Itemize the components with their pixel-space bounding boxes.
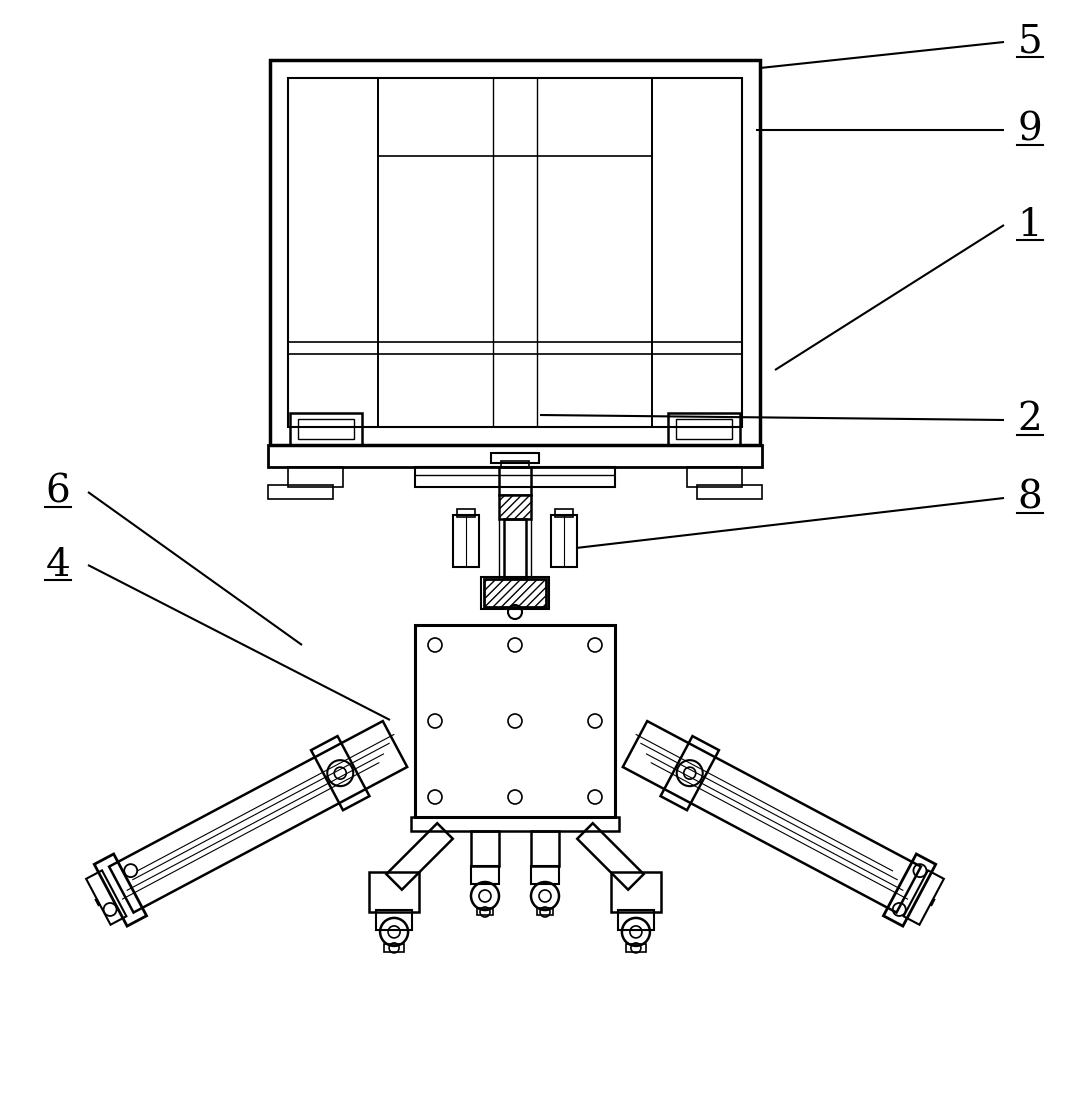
Bar <box>378 78 652 156</box>
Bar <box>531 831 558 866</box>
Text: 6: 6 <box>45 474 71 510</box>
Bar <box>611 872 661 912</box>
Text: 1: 1 <box>1018 206 1042 244</box>
Bar <box>652 78 742 427</box>
Bar <box>384 944 404 952</box>
Bar <box>288 78 742 427</box>
Bar <box>288 78 378 427</box>
Bar <box>626 944 645 952</box>
Bar <box>499 467 531 495</box>
Bar <box>555 509 574 517</box>
Bar <box>288 467 343 487</box>
Text: 9: 9 <box>1018 112 1043 149</box>
Bar <box>477 907 493 915</box>
Text: 8: 8 <box>1018 479 1043 517</box>
Bar <box>500 461 529 467</box>
Bar <box>458 509 475 517</box>
Bar <box>481 577 549 609</box>
Bar <box>415 625 615 817</box>
Bar <box>268 445 761 467</box>
Text: 2: 2 <box>1018 402 1043 438</box>
Bar <box>378 78 652 427</box>
Bar <box>668 413 740 445</box>
Bar <box>268 485 333 499</box>
Bar <box>270 60 760 445</box>
Bar <box>537 907 553 915</box>
Bar <box>411 817 619 831</box>
Bar <box>471 866 499 884</box>
Bar <box>453 514 479 567</box>
Text: 4: 4 <box>45 546 71 584</box>
Text: 5: 5 <box>1018 23 1043 61</box>
Bar <box>415 467 615 487</box>
Bar <box>484 578 546 607</box>
Bar <box>697 485 761 499</box>
Bar <box>471 831 499 866</box>
Bar <box>290 413 362 445</box>
Bar <box>504 519 526 578</box>
Bar <box>491 453 539 463</box>
Bar <box>376 910 412 930</box>
Bar <box>297 420 354 439</box>
Bar <box>618 910 654 930</box>
Bar <box>369 872 419 912</box>
Bar <box>551 514 577 567</box>
Bar <box>676 420 732 439</box>
Bar <box>687 467 742 487</box>
Bar <box>531 866 558 884</box>
Bar <box>499 495 531 519</box>
